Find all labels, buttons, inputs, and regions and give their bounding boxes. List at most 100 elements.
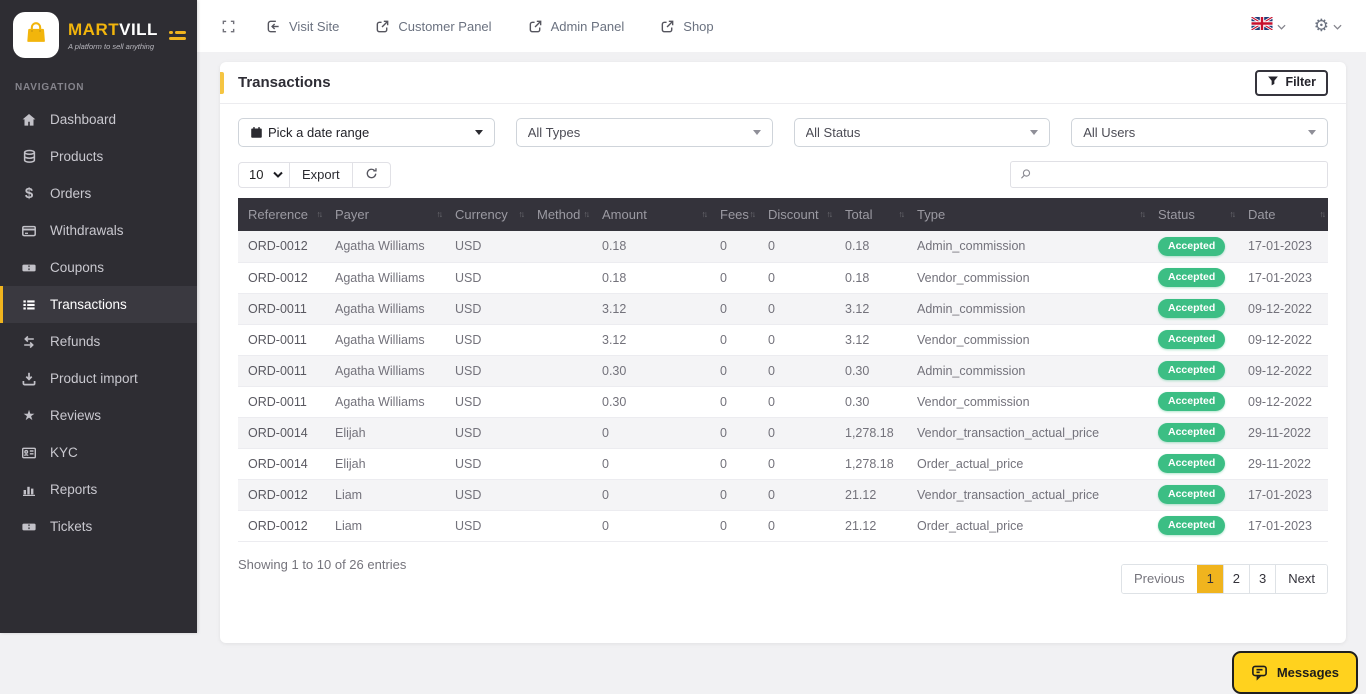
cell-date: 29-11-2022 (1238, 448, 1328, 480)
type-select[interactable]: All Types (515, 118, 773, 147)
column-header-payer[interactable]: Payer ↑↓ (325, 198, 445, 231)
cell-fees: 0 (710, 262, 758, 294)
cell-payer: Elijah (325, 417, 445, 449)
messages-button[interactable]: Messages (1231, 651, 1358, 694)
table-row[interactable]: ORD-0012 Liam USD 0 0 0 21.12 Vendor_transactio… (238, 479, 1328, 511)
sort-icon[interactable]: ↑↓ (1139, 209, 1146, 219)
cell-payer: Agatha Williams (325, 355, 445, 387)
sort-icon[interactable]: ↑↓ (749, 209, 756, 219)
table-wrapper: Reference ↑↓ Payer ↑↓ Currency ↑↓ Method ↑↓ Amou… (220, 188, 1346, 542)
page-1[interactable]: 1 (1196, 564, 1223, 593)
status-select[interactable]: All Status (793, 118, 1051, 147)
column-header-fees[interactable]: Fees ↑↓ (710, 198, 758, 231)
caret-down-icon (1308, 130, 1316, 135)
cell-date: 17-01-2023 (1238, 262, 1328, 294)
cell-amount: 0 (592, 417, 710, 449)
export-button[interactable]: Export (289, 161, 353, 188)
table-row[interactable]: ORD-0012 Agatha Williams USD 0.18 0 0 0.18 Vend… (238, 262, 1328, 294)
table-row[interactable]: ORD-0011 Agatha Williams USD 3.12 0 0 3.12 Admi… (238, 293, 1328, 325)
table-row[interactable]: ORD-0011 Agatha Williams USD 0.30 0 0 0.30 Vend… (238, 386, 1328, 418)
cell-status: Accepted (1148, 293, 1238, 325)
cell-payer: Liam (325, 479, 445, 511)
status-badge: Accepted (1158, 423, 1226, 442)
sidebar-item-transactions[interactable]: Transactions (0, 286, 197, 323)
table-row[interactable]: ORD-0012 Liam USD 0 0 0 21.12 Order_actual_pric… (238, 510, 1328, 542)
column-header-currency[interactable]: Currency ↑↓ (445, 198, 527, 231)
cell-total: 0.18 (835, 231, 907, 263)
sort-icon[interactable]: ↑↓ (583, 209, 590, 219)
sidebar-item-label: Product import (50, 371, 138, 386)
column-header-date[interactable]: Date ↑↓ (1238, 198, 1328, 231)
language-dropdown[interactable] (1250, 15, 1286, 35)
sort-icon[interactable]: ↑↓ (701, 209, 708, 219)
column-header-reference[interactable]: Reference ↑↓ (238, 198, 325, 231)
table-row[interactable]: ORD-0011 Agatha Williams USD 0.30 0 0 0.30 Admi… (238, 355, 1328, 387)
sort-icon[interactable]: ↑↓ (436, 209, 443, 219)
column-header-total[interactable]: Total ↑↓ (835, 198, 907, 231)
sidebar-item-kyc[interactable]: KYC (0, 434, 197, 471)
sidebar-item-orders[interactable]: $ Orders (0, 175, 197, 212)
sort-icon[interactable]: ↑↓ (826, 209, 833, 219)
sidebar-nav: Dashboard Products $ Orders Withdrawals Coupo… (0, 101, 197, 545)
refresh-button[interactable] (351, 161, 391, 188)
sort-icon[interactable]: ↑↓ (518, 209, 525, 219)
search-input[interactable] (1038, 167, 1319, 182)
cell-method (527, 386, 592, 418)
settings-dropdown[interactable]: ⚙ (1314, 17, 1342, 35)
sidebar-item-reviews[interactable]: ★ Reviews (0, 397, 197, 434)
users-select[interactable]: All Users (1071, 118, 1328, 147)
page-next[interactable]: Next (1275, 564, 1327, 593)
enter-icon (266, 19, 281, 34)
column-header-method[interactable]: Method ↑↓ (527, 198, 592, 231)
cell-status: Accepted (1148, 324, 1238, 356)
column-header-discount[interactable]: Discount ↑↓ (758, 198, 835, 231)
table-row[interactable]: ORD-0012 Agatha Williams USD 0.18 0 0 0.18 Admi… (238, 231, 1328, 263)
column-header-type[interactable]: Type ↑↓ (907, 198, 1148, 231)
table-row[interactable]: ORD-0014 Elijah USD 0 0 0 1,278.18 Order_actual… (238, 448, 1328, 480)
topbar-link-customer-panel[interactable]: Customer Panel (375, 19, 492, 34)
caret-down-icon (752, 130, 761, 135)
filter-button[interactable]: Filter (1255, 69, 1328, 96)
sidebar-item-product-import[interactable]: Product import (0, 360, 197, 397)
sidebar-item-reports[interactable]: Reports (0, 471, 197, 508)
pagination: Previous 1 2 3 Next (1120, 563, 1328, 594)
cell-amount: 0 (592, 479, 710, 511)
page-size-select[interactable]: 10 (238, 161, 290, 188)
topbar-link-visit-site[interactable]: Visit Site (266, 19, 339, 34)
table-row[interactable]: ORD-0011 Agatha Williams USD 3.12 0 0 3.12 Vend… (238, 324, 1328, 356)
column-label: Discount (768, 207, 819, 222)
sidebar-item-refunds[interactable]: Refunds (0, 323, 197, 360)
topbar-link-shop[interactable]: Shop (660, 19, 714, 34)
column-header-amount[interactable]: Amount ↑↓ (592, 198, 710, 231)
sidebar-item-products[interactable]: Products (0, 138, 197, 175)
cell-date: 17-01-2023 (1238, 479, 1328, 511)
cell-reference: ORD-0011 (238, 386, 325, 418)
topbar-link-admin-panel[interactable]: Admin Panel (528, 19, 624, 34)
date-range-picker[interactable]: Pick a date range (238, 118, 495, 147)
sidebar-item-coupons[interactable]: Coupons (0, 249, 197, 286)
table-row[interactable]: ORD-0014 Elijah USD 0 0 0 1,278.18 Vendor_trans… (238, 417, 1328, 449)
fullscreen-icon[interactable] (221, 19, 236, 34)
page-previous[interactable]: Previous (1121, 564, 1197, 593)
chat-bubble-icon (1251, 664, 1268, 681)
sidebar-item-tickets[interactable]: Tickets (0, 508, 197, 545)
cell-discount: 0 (758, 231, 835, 263)
sort-icon[interactable]: ↑↓ (1319, 209, 1326, 219)
cell-fees: 0 (710, 448, 758, 480)
credit-card-icon (20, 223, 38, 239)
sidebar-toggle-icon[interactable] (169, 30, 187, 40)
cell-currency: USD (445, 448, 527, 480)
title-accent-bar (220, 72, 224, 94)
topbar-links: Visit Site Customer Panel Admin Panel Shop (266, 19, 750, 34)
page-2[interactable]: 2 (1222, 564, 1250, 593)
sidebar-item-dashboard[interactable]: Dashboard (0, 101, 197, 138)
page-3[interactable]: 3 (1249, 564, 1276, 593)
sidebar-item-label: Transactions (50, 297, 127, 312)
sidebar-item-withdrawals[interactable]: Withdrawals (0, 212, 197, 249)
brand-header[interactable]: MARTVILL A platform to sell anything (0, 0, 197, 68)
sort-icon[interactable]: ↑↓ (316, 209, 323, 219)
sort-icon[interactable]: ↑↓ (898, 209, 905, 219)
cell-fees: 0 (710, 355, 758, 387)
sort-icon[interactable]: ↑↓ (1229, 209, 1236, 219)
column-header-status[interactable]: Status ↑↓ (1148, 198, 1238, 231)
